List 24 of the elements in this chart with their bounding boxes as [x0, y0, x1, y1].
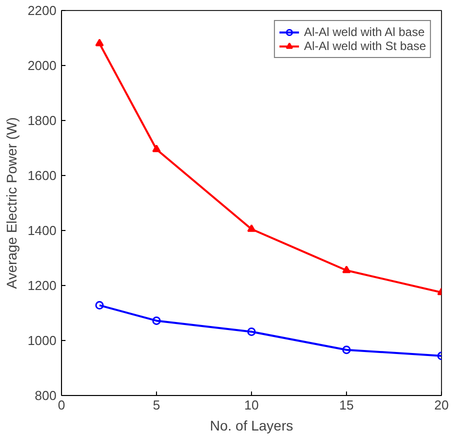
x-tick-label: 20 [434, 398, 449, 412]
y-tick-label: 1200 [28, 278, 56, 293]
y-tick-label: 1600 [28, 168, 56, 183]
y-tick-label: 1400 [28, 223, 56, 238]
x-tick-label: 0 [58, 398, 66, 412]
point [342, 346, 351, 354]
legend-label: Al-Al weld with Al base [304, 25, 425, 39]
point [247, 224, 256, 232]
point [342, 266, 351, 274]
y-tick-label: 1800 [28, 113, 56, 128]
y-axis-title: Average Electric Power (W) [4, 117, 20, 289]
x-tick-label: 10 [244, 398, 259, 412]
y-tick-label: 1000 [28, 333, 56, 348]
legend-label: Al-Al weld with St base [304, 39, 426, 53]
x-tick-label: 15 [339, 398, 354, 412]
point [152, 144, 161, 152]
x-axis-title: No. of Layers [210, 418, 294, 434]
point [247, 327, 256, 336]
point [95, 38, 104, 46]
point [152, 316, 161, 325]
y-tick-label: 800 [34, 388, 57, 403]
y-tick-label: 2200 [28, 3, 56, 18]
x-tick-label: 5 [152, 398, 160, 412]
y-tick-label: 2000 [28, 58, 56, 73]
